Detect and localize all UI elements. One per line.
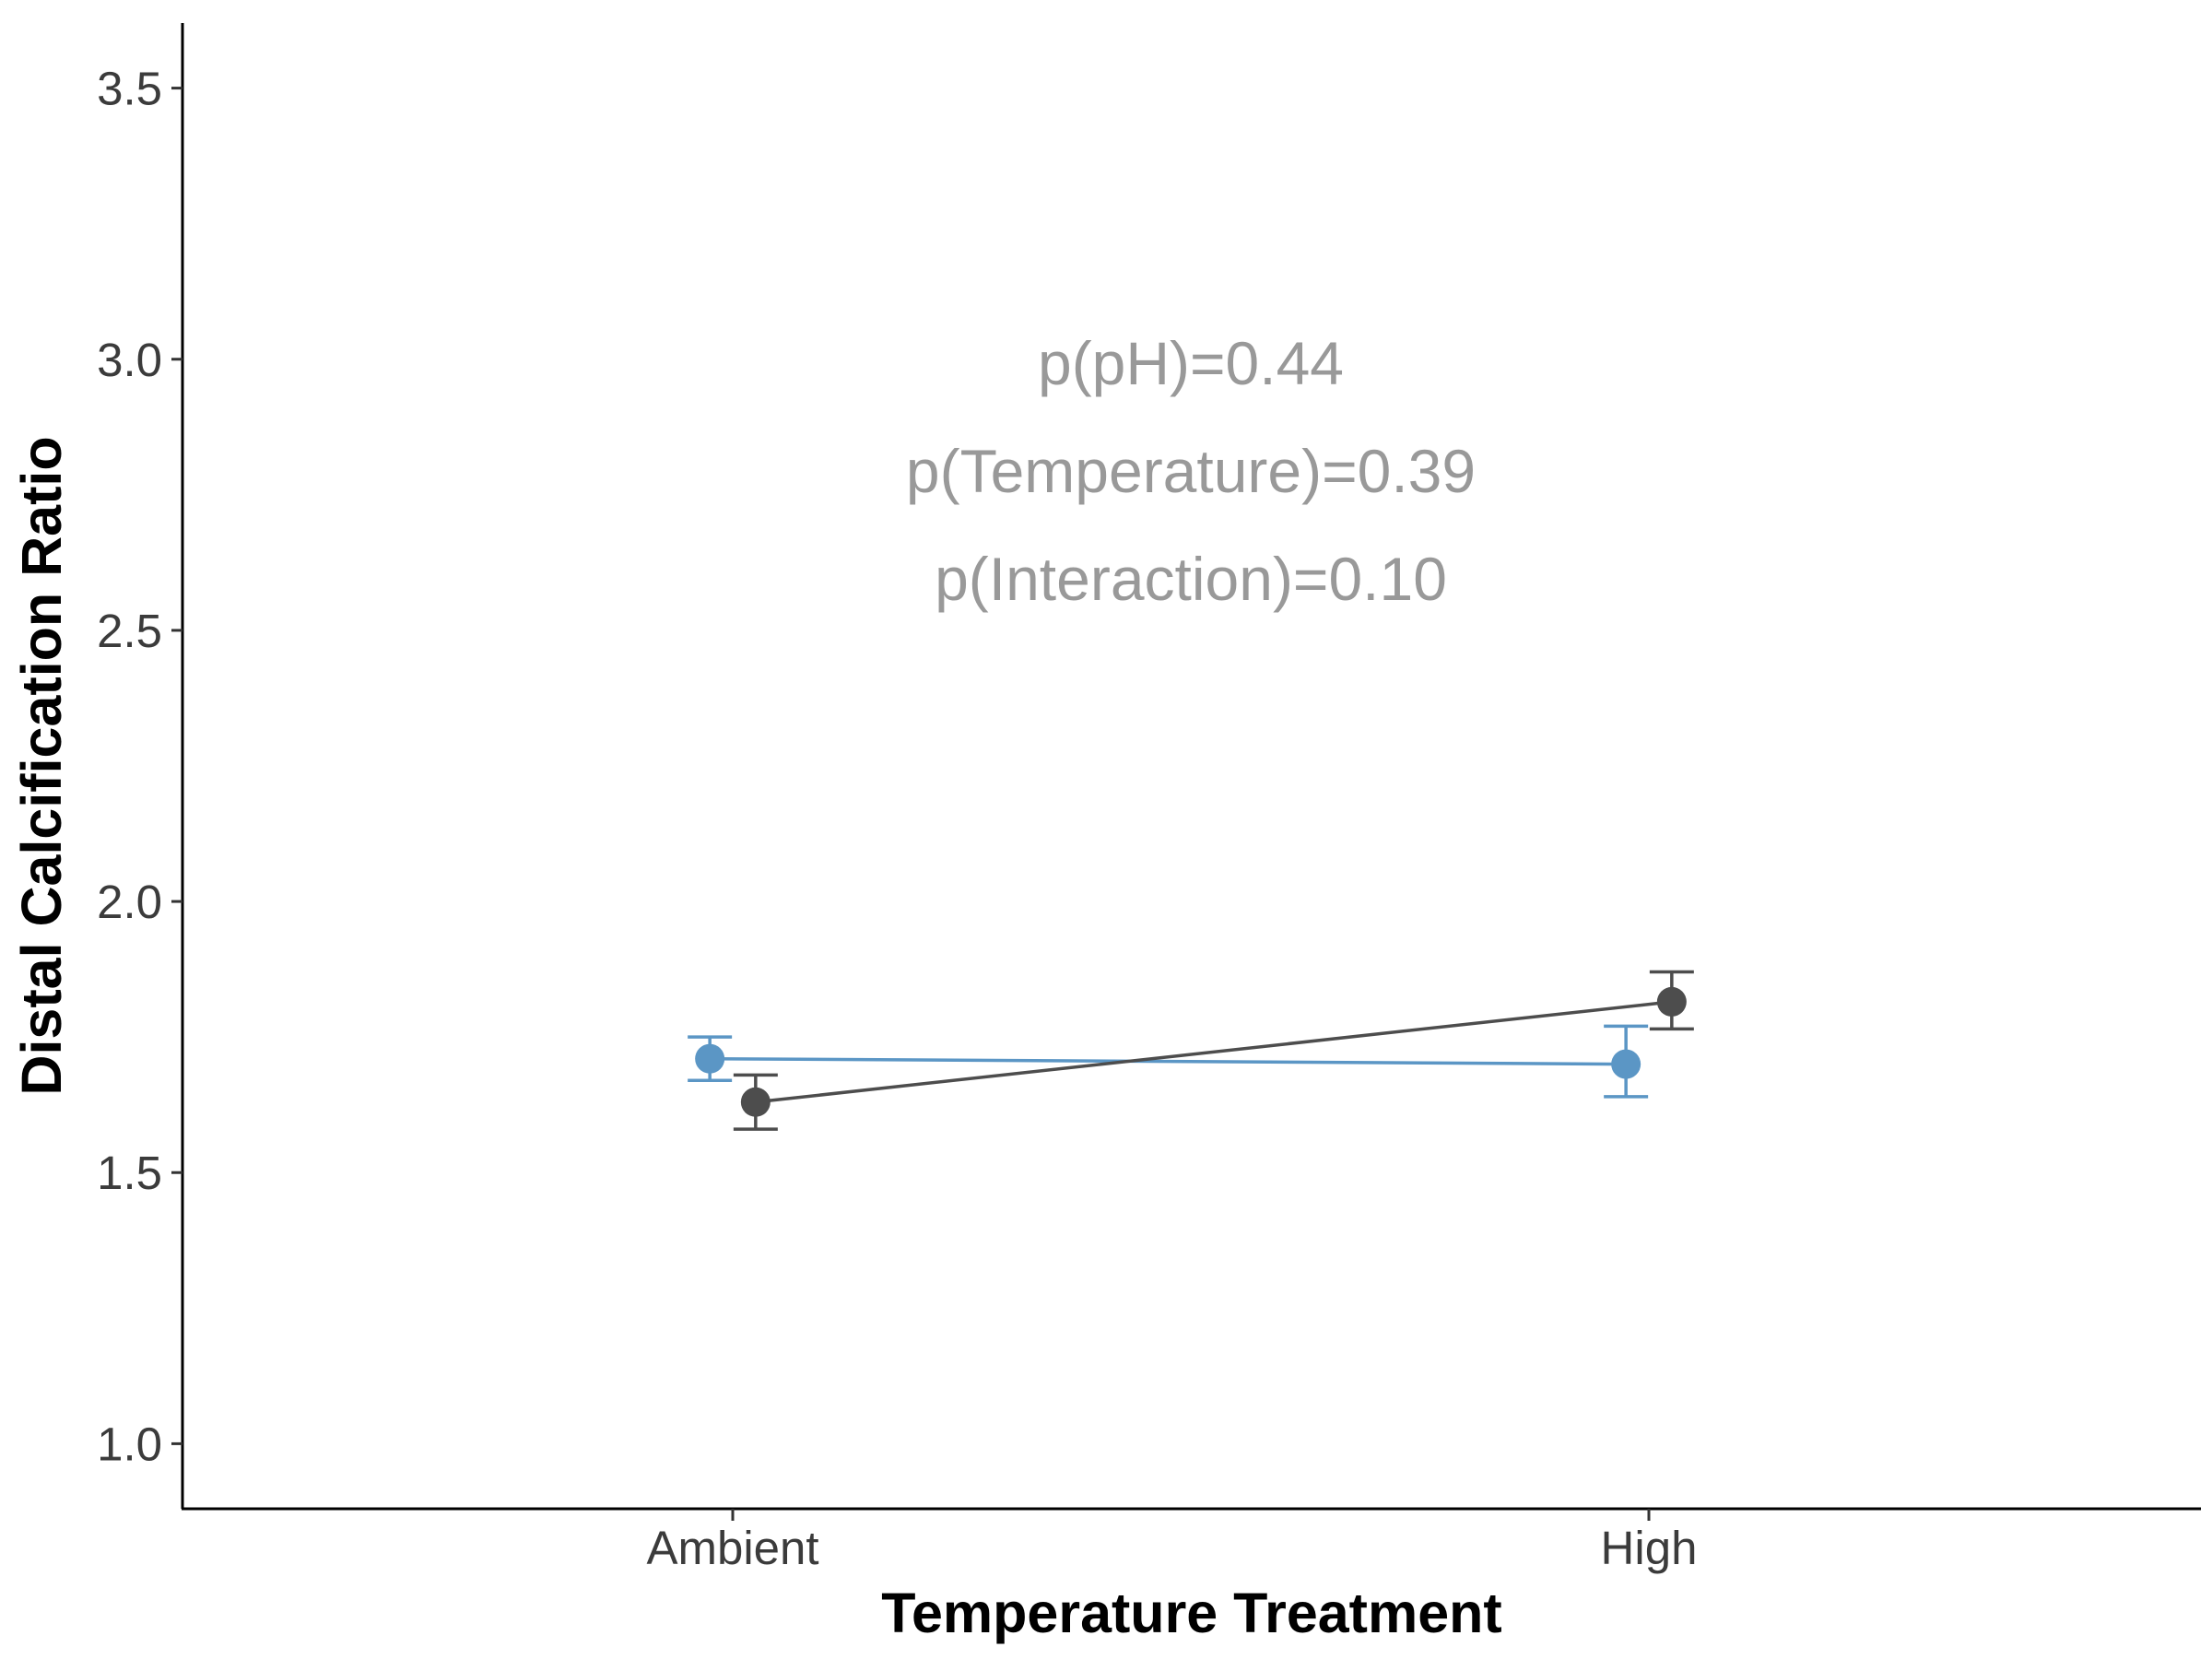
x-ticks: Ambient High — [646, 1509, 1697, 1574]
series-layer — [688, 970, 1694, 1131]
y-tick-label: 3.0 — [97, 334, 162, 386]
x-axis-title: Temperature Treatment — [881, 1582, 1501, 1644]
data-point — [695, 1043, 725, 1074]
series-2 — [733, 970, 1694, 1131]
p-value-annotation: p(Temperature)=0.39 — [906, 437, 1476, 505]
p-value-annotation: p(pH)=0.44 — [1038, 329, 1344, 397]
y-tick-label: 2.0 — [97, 876, 162, 928]
data-point — [1611, 1049, 1641, 1079]
series-line — [755, 1000, 1673, 1104]
y-tick-label: 2.5 — [97, 605, 162, 657]
x-tick-label: Ambient — [646, 1522, 818, 1574]
y-axis: 1.0 1.5 2.0 2.5 3.0 3.5 — [97, 23, 184, 1509]
y-ticks: 1.0 1.5 2.0 2.5 3.0 3.5 — [97, 63, 182, 1470]
y-tick-label: 3.5 — [97, 63, 162, 115]
y-tick-label: 1.0 — [97, 1418, 162, 1470]
x-tick-label: High — [1601, 1522, 1698, 1574]
series-line — [710, 1056, 1627, 1066]
y-tick-label: 1.5 — [97, 1147, 162, 1199]
x-axis: Ambient High — [182, 1507, 2201, 1574]
annotation-layer: p(pH)=0.44 p(Temperature)=0.39 p(Interacti… — [906, 329, 1476, 613]
p-value-annotation: p(Interaction)=0.10 — [935, 545, 1447, 613]
y-axis-title: Distal Calcification Ratio — [10, 436, 73, 1095]
series-1 — [688, 1024, 1649, 1099]
data-point — [1656, 986, 1687, 1017]
data-point — [740, 1087, 771, 1117]
